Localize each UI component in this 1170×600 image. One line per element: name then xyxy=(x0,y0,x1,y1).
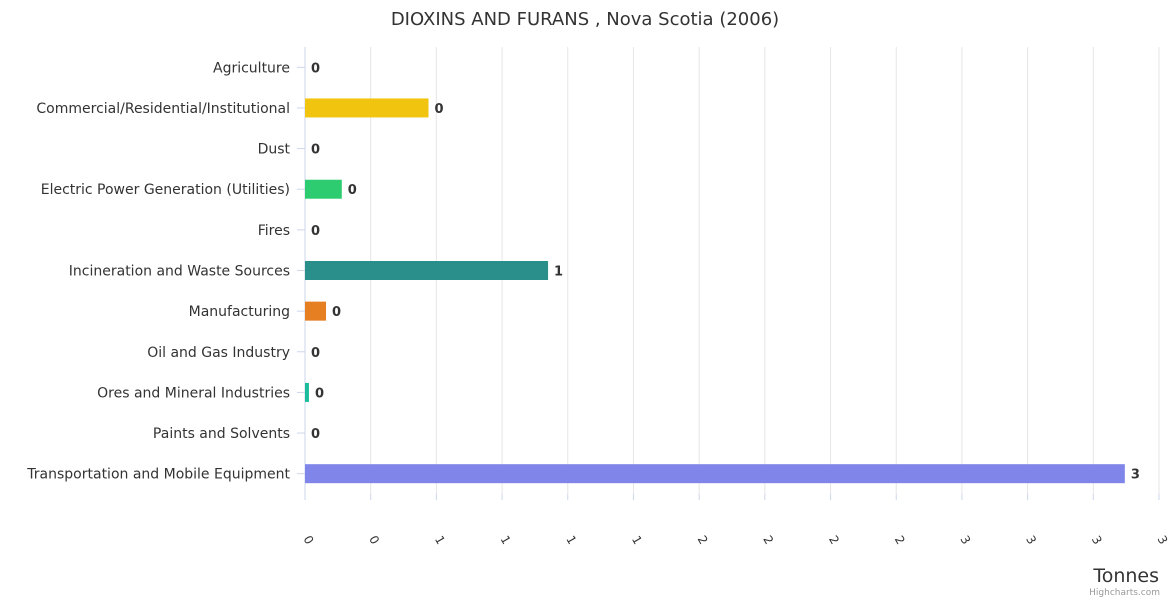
data-label: 0 xyxy=(332,305,341,320)
data-label: 0 xyxy=(311,224,320,239)
x-axis-tick-label: 1 xyxy=(432,533,448,547)
bar[interactable] xyxy=(305,179,342,199)
x-axis-tick-labels: 0 0 1 1 1 1 2 2 2 2 3 3 3 3 xyxy=(300,533,1170,547)
category-label: Transportation and Mobile Equipment xyxy=(26,467,290,483)
bar[interactable] xyxy=(305,301,327,321)
value-axis-title: Tonnes xyxy=(1092,565,1159,587)
data-label: 1 xyxy=(554,265,563,280)
category-label: Commercial/Residential/Institutional xyxy=(36,101,290,117)
category-label: Paints and Solvents xyxy=(153,426,290,442)
x-axis-tick-label: 3 xyxy=(1023,533,1039,547)
data-label: 0 xyxy=(315,386,324,401)
data-labels: 0 0 0 0 0 1 0 0 0 0 3 xyxy=(311,61,1140,482)
data-label: 0 xyxy=(311,346,320,361)
data-label: 0 xyxy=(311,61,320,76)
category-labels: Agriculture Commercial/Residential/Instit… xyxy=(26,60,290,482)
x-axis-tick-label: 2 xyxy=(826,533,842,547)
bar[interactable] xyxy=(305,98,429,118)
x-axis-tick-label: 0 xyxy=(300,533,316,547)
x-axis-tick-label: 3 xyxy=(1154,533,1170,547)
x-axis-tick-label: 3 xyxy=(957,533,973,547)
x-axis-tick-label: 3 xyxy=(1089,533,1105,547)
data-label: 0 xyxy=(435,102,444,117)
bar[interactable] xyxy=(305,261,549,280)
x-axis-tick-label: 2 xyxy=(892,533,908,547)
bars xyxy=(305,98,1125,484)
category-label: Ores and Mineral Industries xyxy=(97,385,290,401)
x-axis-tick-label: 2 xyxy=(760,533,776,547)
x-axis-tick-label: 1 xyxy=(629,533,645,547)
data-label: 3 xyxy=(1131,468,1140,483)
category-label: Incineration and Waste Sources xyxy=(69,264,290,280)
credits-link[interactable]: Highcharts.com xyxy=(1089,588,1160,598)
x-axis-tick-label: 2 xyxy=(695,533,711,547)
chart-title: DIOXINS AND FURANS , Nova Scotia (2006) xyxy=(391,9,779,30)
x-axis-tick-label: 1 xyxy=(498,533,514,547)
bar[interactable] xyxy=(305,464,1125,484)
category-label: Manufacturing xyxy=(189,304,290,320)
data-label: 0 xyxy=(311,143,320,158)
data-label: 0 xyxy=(348,183,357,198)
category-label: Electric Power Generation (Utilities) xyxy=(41,182,290,198)
x-axis-tick-label: 0 xyxy=(366,533,382,547)
category-label: Agriculture xyxy=(213,60,290,76)
category-label: Oil and Gas Industry xyxy=(147,345,290,361)
category-label: Fires xyxy=(258,223,290,239)
x-axis-tick-label: 1 xyxy=(563,533,579,547)
bar[interactable] xyxy=(305,382,309,402)
data-label: 0 xyxy=(311,427,320,442)
category-label: Dust xyxy=(258,142,291,158)
